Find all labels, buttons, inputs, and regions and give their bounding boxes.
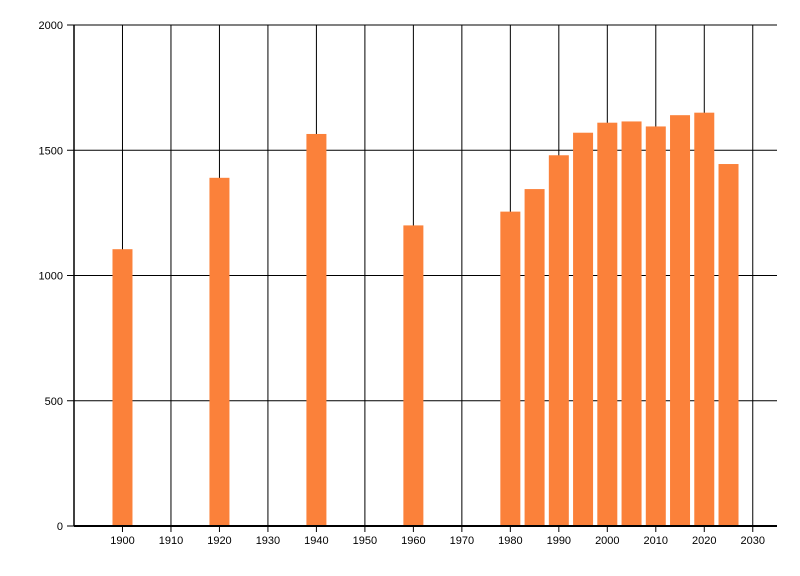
bar-1990 (548, 155, 569, 526)
bar-1900 (112, 249, 133, 526)
x-tick-label: 1900 (110, 535, 134, 547)
bar-1985 (524, 189, 545, 526)
y-tick-label: 2000 (39, 20, 63, 32)
bar-2005 (621, 121, 642, 526)
bar-2010 (645, 126, 666, 526)
bar-2000 (597, 122, 618, 526)
x-tick-label: 1990 (547, 535, 571, 547)
x-tick-label: 1930 (256, 535, 280, 547)
x-tick-label: 1960 (401, 535, 425, 547)
x-tick-label: 2030 (741, 535, 765, 547)
x-tick-label: 1910 (159, 535, 183, 547)
bar-1920 (209, 177, 230, 526)
bar-1995 (573, 132, 594, 526)
y-tick-label: 1500 (39, 145, 63, 157)
x-tick-label: 1920 (207, 535, 231, 547)
bar-2015 (670, 115, 691, 527)
bar-2020 (694, 112, 715, 527)
x-tick-label: 1970 (450, 535, 474, 547)
bar-2025 (718, 164, 739, 526)
x-tick-label: 2020 (692, 535, 716, 547)
y-tick-label: 1000 (39, 271, 63, 283)
bar-1960 (403, 225, 424, 526)
x-tick-label: 1980 (498, 535, 522, 547)
y-tick-label: 500 (45, 396, 63, 408)
x-tick-label: 2010 (644, 535, 668, 547)
x-tick-label: 1950 (353, 535, 377, 547)
x-tick-label: 1940 (304, 535, 328, 547)
x-tick-label: 2000 (595, 535, 619, 547)
bar-1980 (500, 211, 521, 526)
bar-1940 (306, 133, 327, 526)
y-tick-label: 0 (57, 521, 63, 533)
